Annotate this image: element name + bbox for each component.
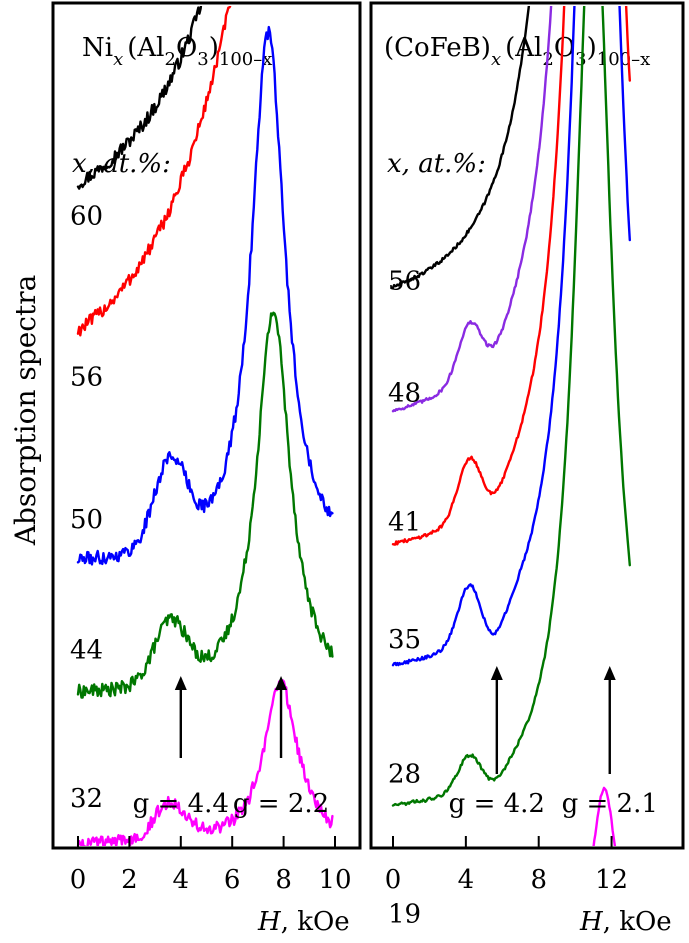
- x-tick-label: 6: [224, 865, 241, 895]
- series-label: 35: [388, 625, 421, 655]
- panel-title: Nix (Al2O3)100–x: [82, 33, 272, 70]
- series-curve: [76, 311, 334, 699]
- series-curve: [76, 25, 334, 566]
- series-label: 48: [388, 379, 421, 409]
- x-tick-label: 8: [275, 865, 292, 895]
- panel-cofeb: (CoFeB)x (Al2O3)100–x x, at.%: 5648413528…: [369, 1, 685, 937]
- x-tick-label: 8: [530, 865, 547, 895]
- x-axis-label: H, kOe: [579, 907, 672, 937]
- annotation-label: g = 2.1: [562, 789, 658, 819]
- series-labels: 56 48 41 35 28 19: [388, 267, 421, 930]
- x-tick-label: 10: [318, 865, 351, 895]
- series-labels: 60 56 50 44 32: [70, 201, 103, 814]
- x-tick-label: 4: [173, 865, 190, 895]
- panel-title: (CoFeB)x (Al2O3)100–x: [384, 33, 650, 70]
- x-ticks: 0 4 8 12: [385, 836, 628, 895]
- annotation-label: g = 4.4: [133, 789, 229, 819]
- series-curve: [76, 679, 334, 846]
- panel-frame: [51, 1, 362, 850]
- series-label: 44: [70, 635, 103, 665]
- x-tick-label: 4: [458, 865, 475, 895]
- x-tick-label: 0: [70, 865, 87, 895]
- series-label: 56: [70, 363, 103, 393]
- series-label: 41: [388, 507, 421, 537]
- series-label: 60: [70, 201, 103, 231]
- arrow-head: [603, 666, 616, 680]
- series-curve: [391, 6, 531, 289]
- series-label: 56: [388, 267, 421, 297]
- annotations: g = 4.2 g = 2.1: [449, 666, 658, 819]
- series-label: 19: [388, 899, 421, 929]
- series-label: 50: [70, 505, 103, 535]
- curves: [391, 6, 631, 846]
- series-curve: [391, 6, 631, 667]
- arrow-head: [490, 666, 503, 680]
- annotations: g = 4.4 g = 2.2: [133, 676, 329, 819]
- arrow-head: [275, 676, 288, 690]
- series-curve: [76, 6, 232, 337]
- x-axis-label: H, kOe: [257, 907, 350, 937]
- series-label: 28: [388, 759, 421, 789]
- curves: [76, 6, 334, 846]
- arrow-head: [174, 676, 187, 690]
- legend-heading: x, at.%:: [387, 149, 486, 179]
- series-label: 32: [70, 784, 103, 814]
- x-tick-label: 0: [385, 865, 402, 895]
- x-tick-label: 2: [121, 865, 138, 895]
- annotation-label: g = 4.2: [449, 789, 545, 819]
- series-curve: [391, 6, 553, 413]
- series-curve: [76, 6, 203, 190]
- x-tick-label: 12: [595, 865, 628, 895]
- y-axis-label: Absorption spectra: [9, 275, 42, 547]
- annotation-label: g = 2.2: [233, 789, 329, 819]
- panel-frame: [369, 1, 685, 850]
- x-ticks: 0 2 4 6 8 10: [70, 836, 352, 895]
- series-curve: [391, 6, 631, 807]
- series-curve: [391, 6, 631, 546]
